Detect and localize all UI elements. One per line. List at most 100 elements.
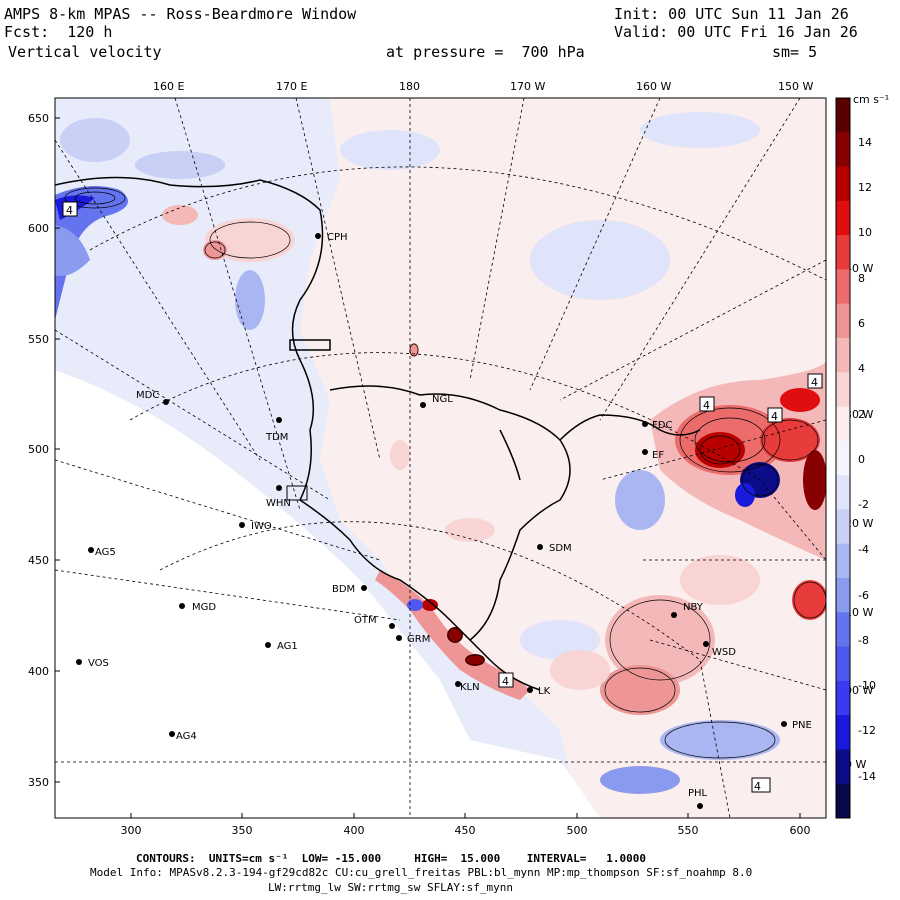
- colorbar-swatch: [836, 269, 850, 305]
- field-name: Vertical velocity: [8, 43, 162, 61]
- lon-label: 170 W: [510, 80, 545, 93]
- station-label: VOS: [88, 658, 109, 669]
- red-patch: [205, 218, 295, 262]
- colorbar-tick: 8: [858, 272, 865, 285]
- station-label: BDM: [332, 584, 355, 595]
- y-axis: 650 600 550 500 450 400 350: [28, 112, 49, 789]
- colorbar-swatch: [836, 303, 850, 339]
- y-tick-label: 450: [28, 554, 49, 567]
- colorbar-units: cm s⁻¹: [853, 93, 889, 106]
- footer-contours: CONTOURS: UNITS=cm s⁻¹ LOW= -15.000 HIGH…: [136, 852, 647, 865]
- colorbar-tick: -10: [858, 679, 876, 692]
- colorbar-tick: 6: [858, 317, 865, 330]
- colorbar-swatch: [836, 612, 850, 648]
- station-label: OTM: [354, 615, 377, 626]
- station-label: AG5: [95, 547, 116, 558]
- x-tick-label: 550: [678, 824, 699, 837]
- colorbar: cm s⁻¹ 14 12 10 8 6 4 2 0 -2 -4 -6 -8 -1…: [835, 93, 889, 819]
- station-label: WHN: [266, 498, 291, 509]
- station-label: GRM: [407, 634, 430, 645]
- colorbar-swatch: [836, 200, 850, 236]
- contour-label: 4: [502, 675, 509, 688]
- x-axis: 300 350 400 450 500 550 600: [121, 824, 811, 837]
- colorbar-swatch: [836, 475, 850, 510]
- station-label: WSD: [712, 647, 736, 658]
- colorbar-swatch: [836, 543, 850, 579]
- colorbar-swatch: [836, 578, 850, 613]
- footer-physics: LW:rrtmg_lw SW:rrtmg_sw SFLAY:sf_mynn: [268, 881, 514, 894]
- y-tick-label: 500: [28, 443, 49, 456]
- lon-label: 160 E: [153, 80, 184, 93]
- colorbar-swatch: [836, 680, 850, 716]
- colorbar-tick: 4: [858, 362, 865, 375]
- x-tick-label: 600: [790, 824, 811, 837]
- y-tick-label: 550: [28, 333, 49, 346]
- colorbar-tick: 10: [858, 226, 872, 239]
- contour-label: 4: [66, 204, 73, 217]
- y-tick-label: 400: [28, 665, 49, 678]
- colorbar-tick: -2: [858, 498, 869, 511]
- x-tick-label: 350: [232, 824, 253, 837]
- colorbar-tick: 0: [858, 453, 865, 466]
- colorbar-swatch: [836, 646, 850, 682]
- station-label: TDM: [265, 432, 288, 443]
- contour-value-labels: 4 4 4 4 4 4: [62, 201, 823, 793]
- smoothing: sm= 5: [772, 43, 818, 61]
- colorbar-swatch: [836, 440, 850, 476]
- colorbar-tick: 14: [858, 136, 872, 149]
- contour-label: 4: [771, 410, 778, 423]
- station-label: KLN: [460, 682, 480, 693]
- pressure-level: at pressure = 700 hPa: [386, 43, 585, 61]
- x-tick-label: 400: [344, 824, 365, 837]
- colorbar-tick: 2: [858, 408, 865, 421]
- x-tick-label: 450: [455, 824, 476, 837]
- station-label: EF: [652, 450, 664, 461]
- colorbar-tick: -6: [858, 589, 869, 602]
- colorbar-swatch: [836, 338, 850, 373]
- x-tick-label: 300: [121, 824, 142, 837]
- station-label: IWO: [251, 521, 272, 532]
- station-label: FDC: [652, 420, 672, 431]
- footer-model-info: Model Info: MPASv8.2.3-194-gf29cd82c CU:…: [90, 866, 753, 879]
- forecast-hour: Fcst: 120 h: [4, 23, 113, 41]
- colorbar-swatch: [836, 715, 850, 750]
- lon-label: 150 W: [778, 80, 813, 93]
- station-label: PHL: [688, 788, 708, 799]
- graticule: [55, 98, 826, 818]
- contour-label: 4: [754, 780, 761, 793]
- colorbar-swatch: [836, 98, 850, 133]
- contour-lines: [64, 187, 826, 759]
- colorbar-tick: 12: [858, 181, 872, 194]
- blue-patch: [55, 186, 128, 320]
- station-label: MGD: [192, 602, 216, 613]
- station-label: AG4: [176, 731, 197, 742]
- colorbar-ticks: 14 12 10 8 6 4 2 0 -2 -4 -6 -8 -10 -12 -…: [858, 136, 876, 783]
- colorbar-tick: -8: [858, 634, 869, 647]
- station-label: SDM: [549, 543, 572, 554]
- coastline: [55, 176, 701, 691]
- station-label: AG1: [277, 641, 298, 652]
- x-tick-label: 500: [567, 824, 588, 837]
- stations: CPH NGL MDC TDM WHN IWO AG5 MGD BDM OTM …: [76, 232, 812, 809]
- colorbar-swatch: [836, 509, 850, 545]
- contour-label: 4: [811, 376, 818, 389]
- colorbar-swatch: [836, 406, 850, 442]
- init-time: Init: 00 UTC Sun 11 Jan 26: [614, 5, 849, 23]
- colorbar-swatch: [836, 166, 850, 202]
- y-tick-label: 350: [28, 776, 49, 789]
- top-longitude-labels: 160 E 170 E 180 170 W 160 W 150 W: [153, 80, 813, 93]
- station-label: PNE: [792, 720, 812, 731]
- lon-label: 170 E: [276, 80, 307, 93]
- colorbar-swatch: [836, 749, 850, 785]
- station-label: LK: [538, 686, 551, 697]
- station-label: NGL: [432, 394, 453, 405]
- y-tick-label: 600: [28, 222, 49, 235]
- y-tick-label: 650: [28, 112, 49, 125]
- station-label: CPH: [327, 232, 348, 243]
- colorbar-tick: -12: [858, 724, 876, 737]
- colorbar-swatch: [836, 235, 850, 270]
- contour-label: 4: [703, 399, 710, 412]
- colorbar-tick: -14: [858, 770, 876, 783]
- colorbar-tick: -4: [858, 543, 869, 556]
